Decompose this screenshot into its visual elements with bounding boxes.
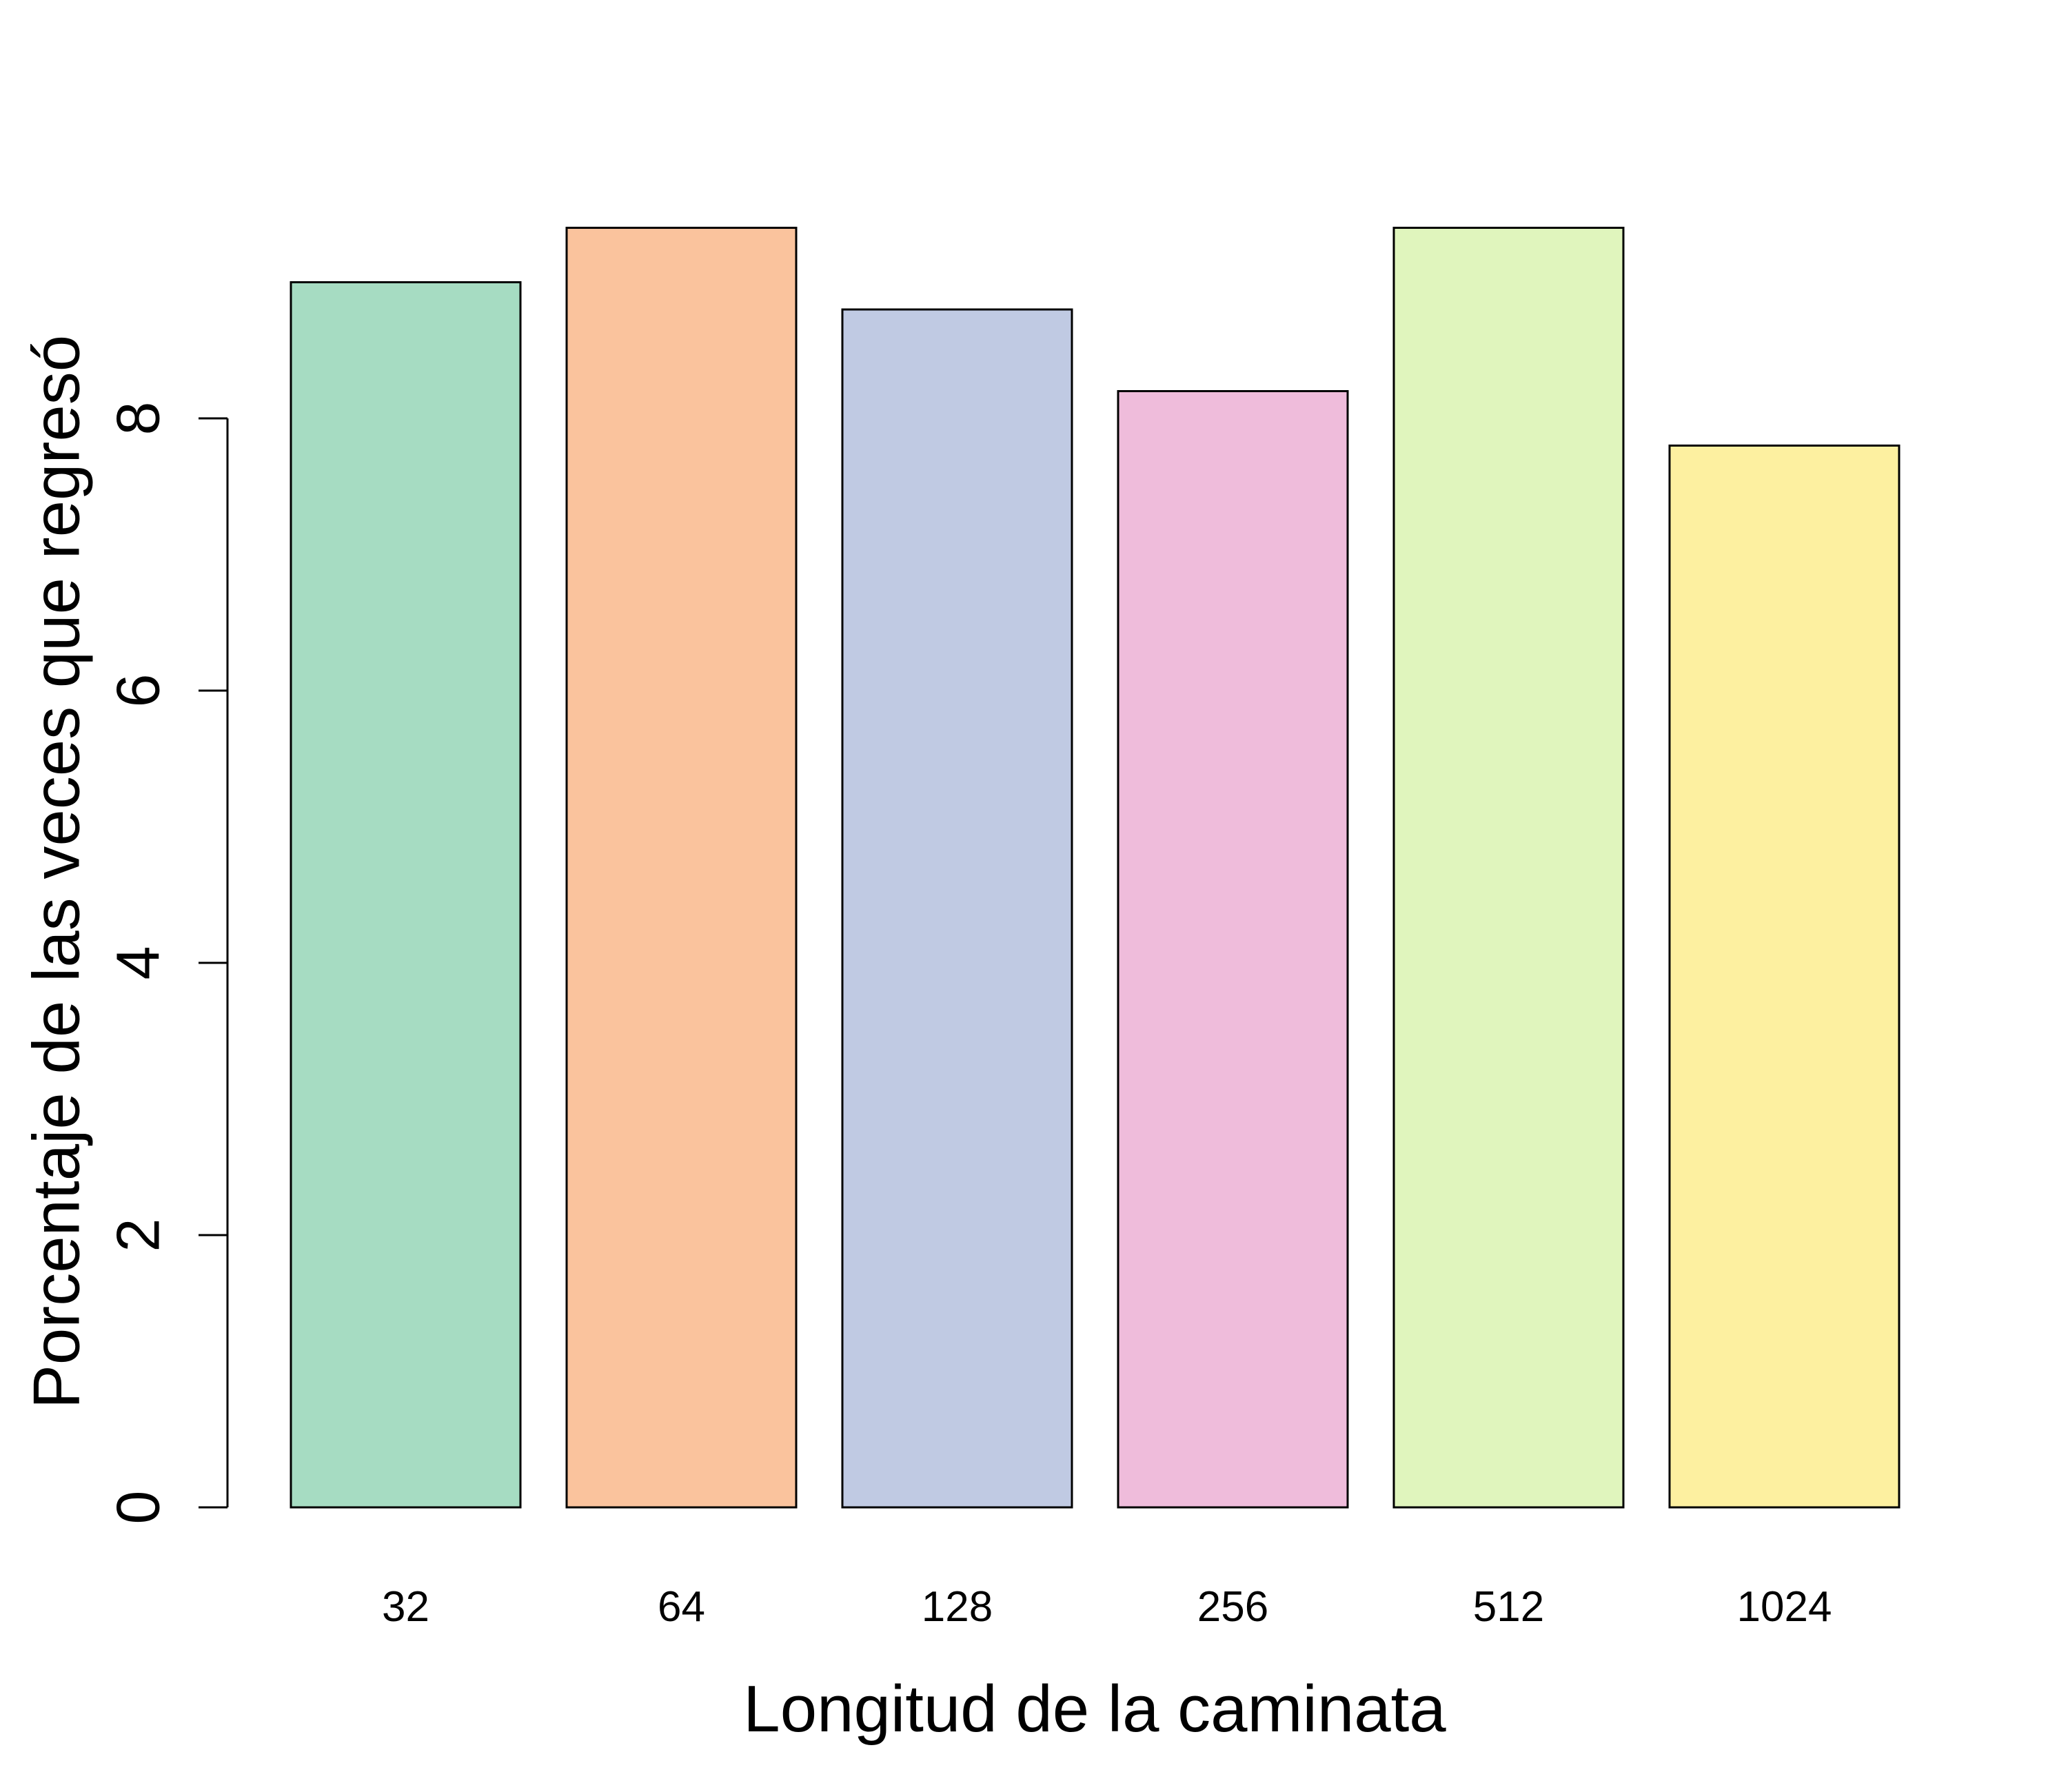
y-tick-label: 6 <box>104 674 172 708</box>
x-axis-tick-labels: 32 64 128 256 512 1024 <box>382 1583 1832 1631</box>
y-tick-label: 0 <box>104 1491 172 1525</box>
bar-32 <box>290 281 522 1509</box>
y-tick-label: 4 <box>104 946 172 980</box>
bar-1024 <box>1668 445 1900 1509</box>
x-tick-label: 128 <box>922 1583 993 1631</box>
x-tick-label: 512 <box>1473 1583 1544 1631</box>
y-tick-label: 8 <box>104 402 172 436</box>
bar-128 <box>841 308 1073 1509</box>
bars-layer <box>290 227 1900 1509</box>
x-axis-title: Longitud de la caminata <box>743 1672 1446 1746</box>
bar-64 <box>565 227 798 1509</box>
y-axis-title: Porcentaje de las veces que regresó <box>20 335 94 1409</box>
bar-256 <box>1117 390 1349 1509</box>
x-tick-label: 1024 <box>1737 1583 1832 1631</box>
y-tick-label: 2 <box>104 1219 172 1252</box>
y-axis: 0 2 4 6 8 <box>104 402 229 1525</box>
x-tick-label: 32 <box>382 1583 429 1631</box>
x-tick-label: 256 <box>1197 1583 1268 1631</box>
bar-512 <box>1392 227 1625 1509</box>
x-tick-label: 64 <box>658 1583 705 1631</box>
